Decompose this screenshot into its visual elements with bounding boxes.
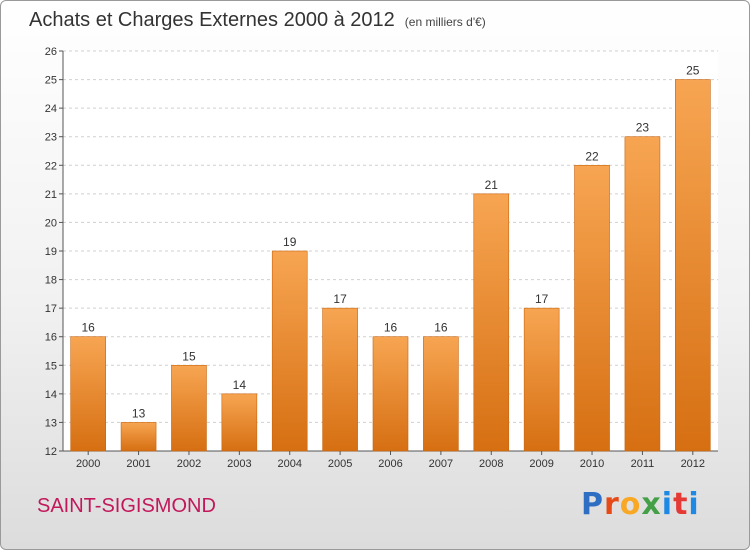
logo-letter: t [673,487,689,522]
bar [423,336,459,452]
logo-letter: o [619,487,642,522]
bar [473,193,510,452]
data-label: 13 [132,406,146,420]
x-tick-label: 2009 [529,458,553,470]
x-tick-label: 2010 [580,458,604,470]
x-tick-label: 2006 [378,458,402,470]
logo-letter: x [641,487,662,522]
commune-name: SAINT-SIGISMOND [37,495,216,517]
bar [271,250,308,452]
chart-subtitle: (en milliers d'€) [404,15,486,29]
data-label: 19 [283,235,297,249]
data-label: 15 [182,349,196,363]
y-tick-label: 15 [45,360,57,372]
data-label: 22 [585,149,599,163]
logo-letter: i [688,487,700,522]
chart-title-text: Achats et Charges Externes 2000 à 2012 [29,9,395,31]
bar [675,79,711,452]
y-tick-label: 16 [45,332,57,344]
data-label: 25 [686,64,700,78]
x-tick-label: 2011 [631,458,655,470]
data-label: 16 [384,321,398,335]
y-tick-label: 13 [45,417,57,429]
y-tick-label: 22 [45,160,57,172]
x-tick-label: 2004 [277,458,301,470]
bar [624,136,661,452]
x-tick-label: 2001 [126,458,150,470]
logo-letter: P [581,487,604,522]
y-tick-label: 25 [45,75,57,87]
x-tick-label: 2005 [328,458,352,470]
x-tick-label: 2008 [479,458,503,470]
data-label: 16 [82,321,96,335]
x-tick-label: 2003 [227,458,251,470]
bar [372,336,409,452]
y-tick-label: 24 [45,103,57,115]
bar [574,164,610,452]
bar [70,336,106,452]
y-tick-label: 17 [45,303,57,315]
bar [523,307,560,452]
x-tick-label: 2012 [681,458,705,470]
data-label: 21 [485,178,499,192]
logo-letter: r [604,487,620,522]
y-tick-label: 14 [45,389,57,401]
y-tick-label: 18 [45,275,57,287]
bar [221,393,258,452]
data-label: 17 [535,292,549,306]
x-tick-label: 2000 [76,458,100,470]
data-label: 23 [636,121,650,135]
y-tick-label: 20 [45,217,57,229]
x-tick-label: 2007 [429,458,453,470]
data-label: 17 [333,292,347,306]
bar [120,422,157,452]
y-tick-label: 12 [45,446,57,458]
logo-letter: i [661,487,674,522]
chart-title: Achats et Charges Externes 2000 à 2012 (e… [29,9,486,32]
y-tick-label: 23 [45,132,57,144]
x-tick-label: 2002 [177,458,201,470]
y-tick-label: 19 [45,246,57,258]
bar [322,307,358,452]
proxiti-logo: Proxiti [581,487,700,522]
bar [171,364,207,452]
y-tick-label: 21 [45,189,57,201]
data-label: 14 [233,378,247,392]
y-tick-label: 26 [45,46,57,58]
data-label: 16 [434,321,448,335]
